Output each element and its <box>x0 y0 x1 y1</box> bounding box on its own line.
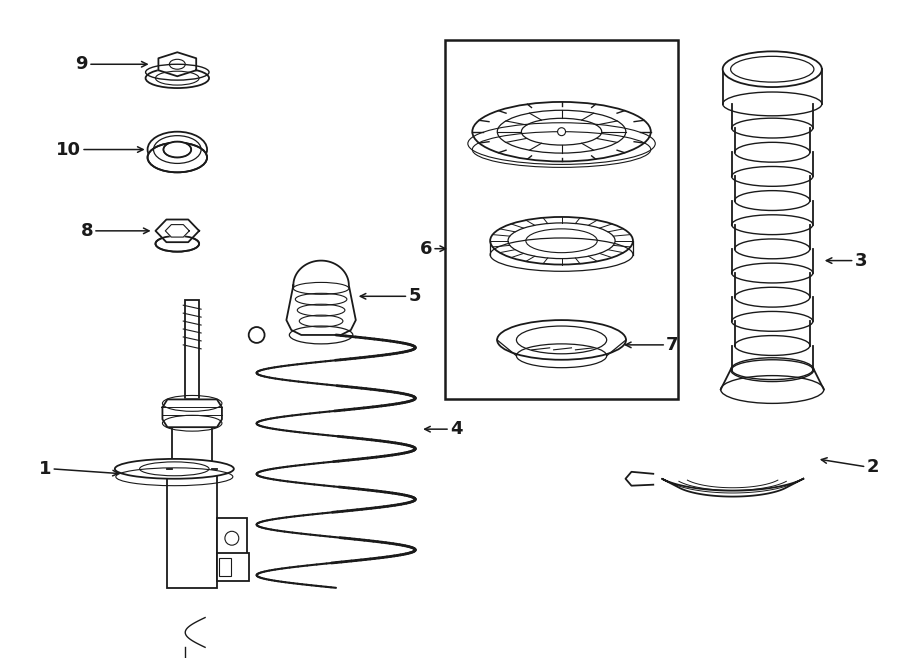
Ellipse shape <box>146 68 209 88</box>
Text: 1: 1 <box>39 460 51 478</box>
Text: 3: 3 <box>855 252 867 270</box>
Bar <box>185 300 199 399</box>
Text: 7: 7 <box>666 336 679 354</box>
Circle shape <box>225 531 238 545</box>
Bar <box>445 40 678 399</box>
Polygon shape <box>662 479 804 496</box>
Text: 5: 5 <box>409 288 421 305</box>
Ellipse shape <box>156 236 199 252</box>
Bar <box>217 518 247 568</box>
Polygon shape <box>158 52 196 76</box>
Polygon shape <box>626 472 653 486</box>
Ellipse shape <box>472 102 651 161</box>
Ellipse shape <box>115 459 234 479</box>
Text: 9: 9 <box>76 56 88 73</box>
Ellipse shape <box>164 141 191 157</box>
Polygon shape <box>286 260 356 335</box>
Text: 2: 2 <box>867 458 879 476</box>
Circle shape <box>558 128 565 136</box>
Bar <box>217 553 248 581</box>
Text: 6: 6 <box>419 240 432 258</box>
Bar <box>173 427 212 479</box>
Polygon shape <box>166 225 189 237</box>
Ellipse shape <box>491 217 633 264</box>
Text: 8: 8 <box>80 222 93 240</box>
Ellipse shape <box>148 143 207 173</box>
Circle shape <box>248 327 265 343</box>
Ellipse shape <box>148 132 207 167</box>
Bar <box>219 558 231 576</box>
Bar <box>167 469 217 588</box>
Text: 10: 10 <box>56 141 81 159</box>
Polygon shape <box>162 399 222 427</box>
Ellipse shape <box>497 320 626 360</box>
Text: 4: 4 <box>450 420 463 438</box>
Ellipse shape <box>723 52 822 87</box>
Polygon shape <box>156 219 199 242</box>
